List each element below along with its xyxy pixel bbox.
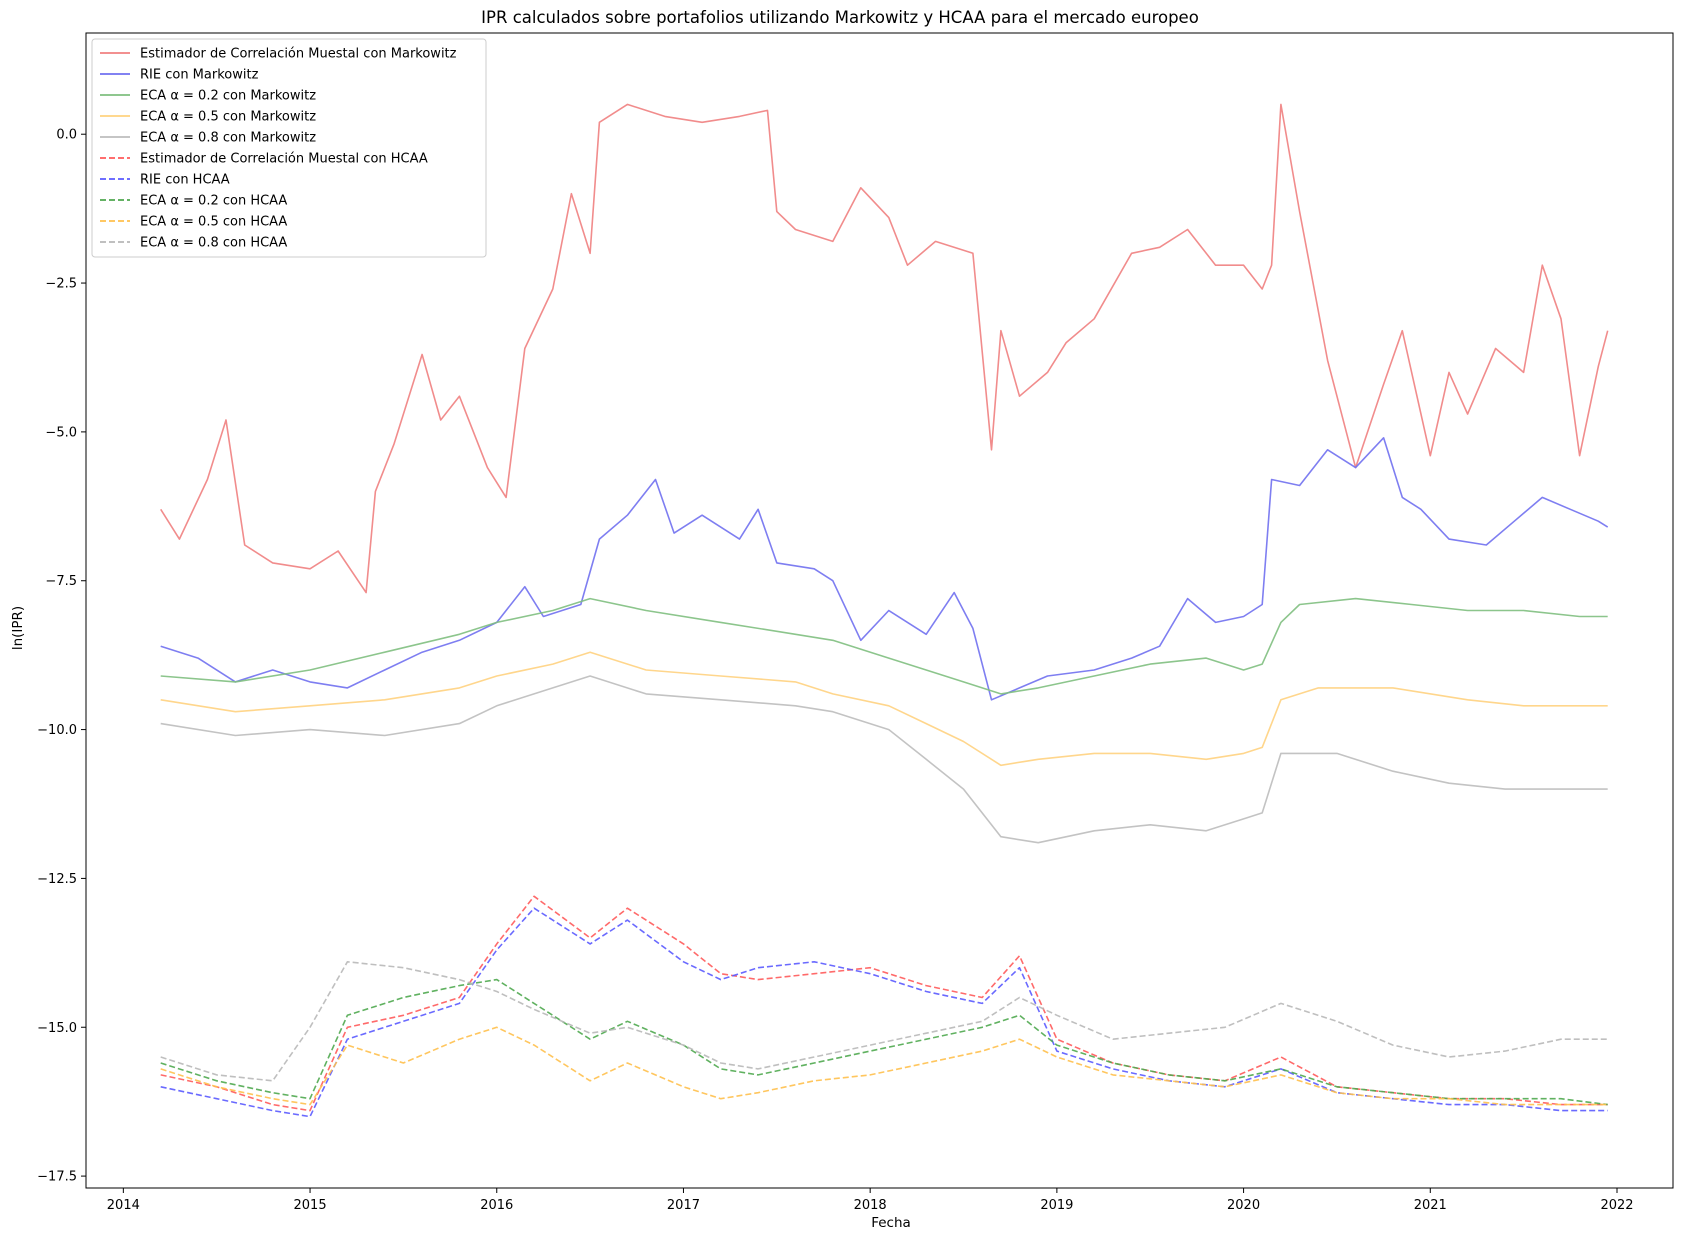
series-line-3: [160, 597, 1608, 695]
series-line-5: [160, 675, 1608, 844]
y-tick-label: −2.5: [45, 277, 77, 292]
legend-label: RIE con Markowitz: [140, 68, 259, 83]
series-line-9: [160, 1026, 1608, 1106]
x-tick-label: 2017: [667, 1198, 700, 1213]
series-line-7: [160, 907, 1608, 1118]
series-line-8: [160, 978, 1608, 1106]
y-tick-label: −7.5: [45, 574, 77, 589]
x-tick-label: 2022: [1600, 1198, 1633, 1213]
legend-label: ECA α = 0.5 con Markowitz: [140, 110, 316, 125]
legend-label: ECA α = 0.8 con HCAA: [140, 236, 287, 251]
plot-frame: [85, 32, 1674, 1189]
y-tick-label: −15.0: [37, 1021, 77, 1036]
y-tick-label: −10.0: [37, 723, 77, 738]
x-tick-label: 2021: [1414, 1198, 1447, 1213]
x-tick-label: 2018: [854, 1198, 887, 1213]
series-line-2: [160, 436, 1609, 701]
legend-label: Estimador de Correlación Muestal con Mar…: [140, 47, 457, 62]
chart-title: IPR calculados sobre portafolios utiliza…: [481, 8, 1199, 27]
x-tick-label: 2016: [480, 1198, 513, 1213]
y-axis: 0.0 −2.5 −5.0 −7.5 −10.0 −12.5 −15.0 −17.5: [37, 128, 86, 1185]
legend-label: RIE con HCAA: [140, 173, 230, 188]
legend-label: ECA α = 0.5 con HCAA: [140, 215, 287, 230]
series-line-10: [160, 960, 1608, 1082]
x-axis-label: Fecha: [871, 1215, 911, 1231]
y-tick-label: −17.5: [37, 1170, 77, 1185]
series-line-1: [160, 103, 1609, 594]
x-tick-label: 2014: [107, 1198, 140, 1213]
legend-label: ECA α = 0.2 con Markowitz: [140, 89, 316, 104]
y-tick-label: −12.5: [37, 872, 77, 887]
x-axis: 2014 2015 2016 2017 2018 2019 2020 2021 2022: [107, 1188, 1634, 1213]
legend: Estimador de Correlación Muestal con Mar…: [91, 38, 487, 258]
series-line-4: [160, 651, 1608, 767]
series-layer: [160, 103, 1609, 1118]
legend-label: ECA α = 0.2 con HCAA: [140, 194, 287, 209]
legend-label: Estimador de Correlación Muestal con HCA…: [140, 152, 428, 167]
legend-box: [91, 38, 487, 258]
y-axis-label: ln(IPR): [10, 606, 26, 650]
y-tick-label: −5.0: [45, 425, 77, 440]
x-tick-label: 2020: [1227, 1198, 1260, 1213]
legend-label: ECA α = 0.8 con Markowitz: [140, 131, 316, 146]
y-tick-label: 0.0: [56, 128, 77, 143]
plot-area: [85, 32, 1674, 1189]
x-tick-label: 2015: [294, 1198, 327, 1213]
x-tick-label: 2019: [1040, 1198, 1073, 1213]
